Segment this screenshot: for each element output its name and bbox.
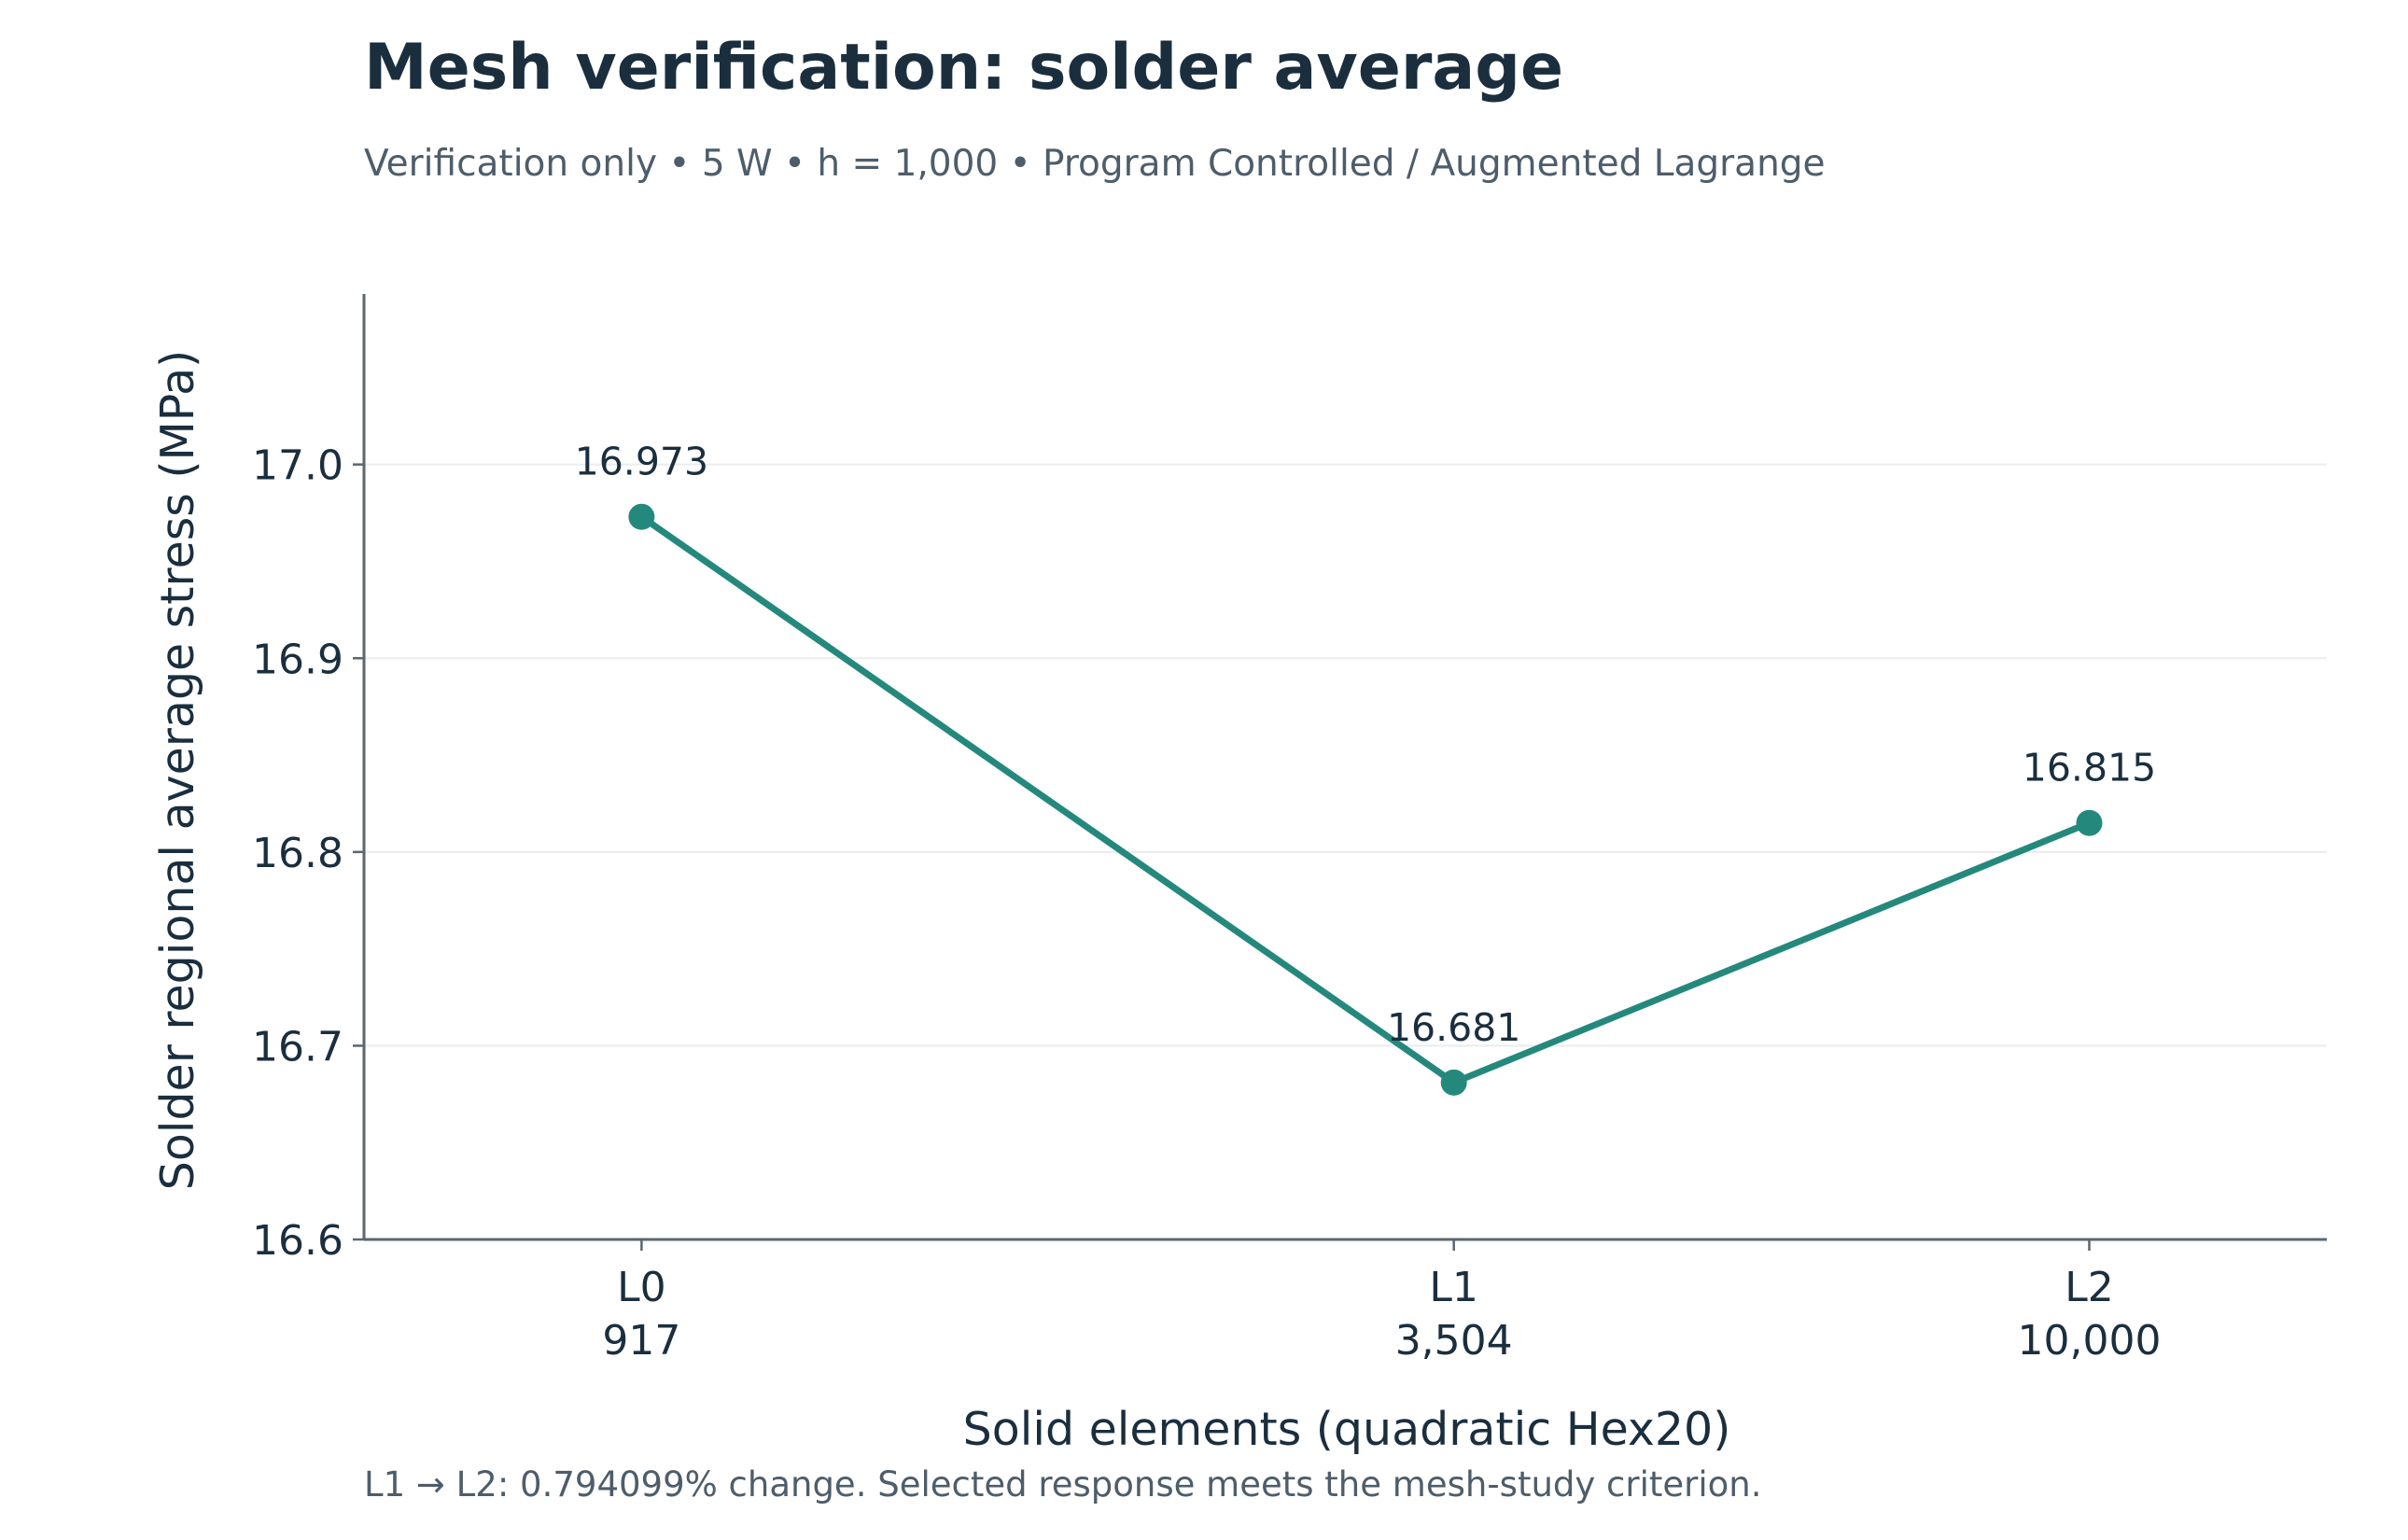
data-point: [1440, 1069, 1467, 1096]
x-tick-level-label: L2: [2065, 1264, 2114, 1311]
x-tick-elements-label: 917: [602, 1317, 680, 1365]
x-axis-label: Solid elements (quadratic Hex20): [963, 1403, 1731, 1456]
chart-subtitle: Verification only • 5 W • h = 1,000 • Pr…: [364, 143, 1826, 185]
data-label: 16.815: [2023, 746, 2156, 791]
y-tick-label: 16.8: [252, 830, 343, 877]
data-labels: 16.973 16.681 16.815: [575, 440, 2157, 1050]
x-tick-elements-label: 3,504: [1395, 1317, 1513, 1365]
y-axis-ticks: 16.6 16.7 16.8 16.9 17.0: [252, 442, 364, 1265]
x-tick-elements-label: 10,000: [2018, 1317, 2162, 1365]
x-axis-ticks: L0 917 L1 3,504 L2 10,000: [602, 1239, 2161, 1365]
chart-title: Mesh verification: solder average: [364, 31, 1563, 105]
series-line: [637, 513, 2093, 1086]
y-tick-label: 16.6: [252, 1217, 343, 1265]
gridlines: [364, 463, 2327, 1047]
y-tick-label: 17.0: [252, 442, 343, 490]
chart-footnote: L1 → L2: 0.794099% change. Selected resp…: [364, 1464, 1762, 1505]
series-stress: [628, 503, 2103, 1096]
y-tick-label: 16.9: [252, 636, 343, 683]
x-tick-level-label: L0: [617, 1264, 666, 1311]
axes: [362, 294, 2327, 1241]
data-point: [2076, 809, 2103, 836]
y-axis-label: Solder regional average stress (MPa): [151, 350, 204, 1191]
data-point: [628, 503, 655, 530]
data-label: 16.681: [1387, 1005, 1520, 1050]
x-tick-level-label: L1: [1429, 1264, 1478, 1311]
y-tick-label: 16.7: [252, 1023, 343, 1071]
data-label: 16.973: [575, 440, 708, 484]
